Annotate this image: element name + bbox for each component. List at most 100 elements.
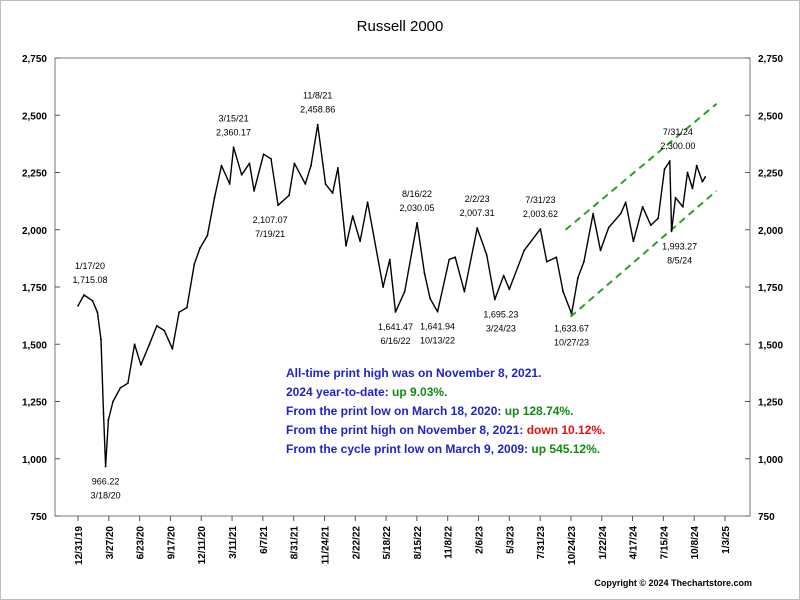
x-tick-label: 8/31/21 [290, 526, 301, 560]
x-tick-label: 3/11/21 [228, 526, 239, 559]
annotation-date: 10/27/23 [554, 338, 589, 348]
annotation-date: 8/16/22 [402, 189, 432, 199]
x-tick-label: 2/6/23 [475, 526, 486, 554]
y-tick-label-right: 2,250 [758, 169, 783, 180]
y-tick-label-right: 1,500 [758, 340, 783, 351]
data-point [485, 254, 488, 256]
data-point [607, 226, 610, 229]
data-point [394, 310, 397, 313]
data-point [324, 183, 327, 185]
data-point [704, 176, 707, 178]
data-point [476, 227, 479, 229]
y-tick-label-right: 1,250 [758, 398, 783, 409]
data-point [220, 164, 223, 167]
y-tick-label-right: 750 [758, 512, 775, 523]
data-point [232, 146, 235, 149]
x-tick-label: 5/3/23 [505, 526, 516, 554]
data-point [423, 272, 426, 275]
data-point [632, 240, 635, 243]
annotation-value: 1,641.94 [420, 322, 455, 332]
annotation-value: 1,695.23 [483, 310, 518, 320]
data-point [624, 201, 627, 204]
y-tick-label-left: 1,500 [22, 340, 47, 351]
note-from-low-label: From the print low on March 18, 2020: [286, 404, 505, 418]
y-tick-label-left: 1,250 [22, 398, 47, 409]
note-from-high: From the print high on November 8, 2021:… [286, 421, 605, 440]
x-tick-label: 10/8/24 [690, 526, 701, 560]
data-point [83, 294, 85, 296]
data-point [403, 290, 406, 293]
data-point [448, 258, 451, 261]
data-point [570, 312, 573, 315]
x-tick-label: 3/27/20 [105, 526, 116, 560]
data-point [112, 400, 114, 403]
x-tick-label: 4/17/24 [629, 526, 640, 560]
y-tick-label-left: 750 [30, 512, 47, 523]
note-from-low-value: up 128.74%. [504, 404, 574, 418]
x-tick-label: 1/3/25 [721, 526, 732, 554]
y-tick-label-left: 2,250 [22, 169, 47, 180]
data-point [682, 205, 684, 208]
annotation-date: 7/31/23 [525, 195, 555, 205]
note-cycle-low-label: From the cycle print low on March 9, 200… [286, 442, 532, 456]
data-point [691, 187, 694, 190]
data-point [107, 418, 110, 421]
data-point [670, 230, 673, 233]
annotation-date: 3/18/20 [91, 490, 121, 500]
annotation-value: 1,715.08 [72, 275, 107, 285]
annotation-value: 966.22 [92, 476, 120, 486]
x-tick-label: 11/24/21 [320, 526, 331, 565]
data-point [686, 171, 689, 174]
data-point [668, 160, 671, 162]
data-point [454, 256, 457, 259]
data-point [91, 299, 94, 302]
data-point [508, 288, 511, 291]
data-point [310, 164, 312, 167]
data-point [104, 465, 107, 468]
data-point [270, 157, 272, 160]
data-point [493, 298, 496, 301]
data-point [240, 173, 243, 176]
copyright-text: Copyright © 2024 Thechartstore.com [594, 578, 752, 588]
data-point [293, 162, 296, 165]
annotation-date: 1/17/20 [75, 261, 105, 271]
data-point [657, 217, 660, 220]
data-point [539, 228, 542, 230]
note-ytd-value: up 9.03%. [392, 385, 448, 399]
data-point [213, 196, 216, 199]
data-point [599, 249, 602, 252]
annotation-date: 11/8/21 [303, 91, 332, 101]
data-point [592, 212, 595, 215]
annotation-date: 7/19/21 [255, 229, 285, 239]
annotation-value: 2,003.62 [523, 209, 558, 219]
data-point [77, 304, 79, 307]
data-point [436, 310, 439, 313]
data-point [674, 196, 677, 199]
y-tick-label-right: 2,750 [758, 54, 783, 65]
data-point [388, 258, 391, 261]
note-from-low: From the print low on March 18, 2020: up… [286, 402, 605, 421]
x-tick-label: 9/17/20 [166, 526, 177, 560]
y-tick-label-right: 2,000 [758, 226, 783, 237]
data-point [206, 234, 209, 237]
annotation-value: 2,360.17 [216, 127, 251, 137]
data-point [416, 221, 418, 224]
data-point [155, 325, 158, 327]
data-point [133, 343, 136, 346]
chart-title: Russell 2000 [356, 18, 444, 35]
data-point [701, 180, 704, 183]
data-point [253, 189, 255, 192]
trend-channel-line [569, 190, 718, 318]
data-point [577, 276, 579, 279]
data-point [429, 297, 432, 300]
data-point [649, 224, 652, 227]
annotation-date: 10/13/22 [420, 336, 455, 346]
data-point [178, 311, 181, 314]
x-tick-label: 10/24/23 [567, 526, 578, 565]
data-point [96, 311, 99, 314]
annotation-value: 2,458.86 [300, 105, 335, 115]
note-ytd-label: 2024 year-to-date: [286, 385, 393, 399]
y-tick-label-left: 1,750 [22, 283, 47, 294]
